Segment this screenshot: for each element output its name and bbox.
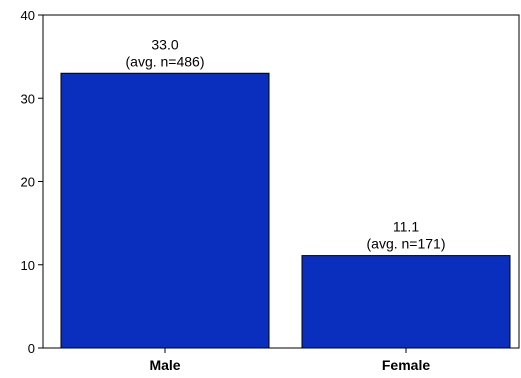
y-tick-label: 0	[28, 341, 35, 356]
y-tick-label: 10	[21, 258, 35, 273]
y-tick-label: 40	[21, 8, 35, 23]
x-category-label: Male	[149, 357, 180, 373]
y-tick-label: 30	[21, 91, 35, 106]
y-tick-label: 20	[21, 175, 35, 190]
x-category-label: Female	[382, 357, 430, 373]
data-labels: 33.0(avg. n=486) 11.1(avg. n=171)	[126, 36, 446, 251]
bar-female	[301, 255, 511, 349]
bar-value-label: 33.0	[151, 36, 178, 52]
y-axis: 0 10 20 30 40	[21, 8, 43, 356]
bar-male	[60, 72, 270, 349]
bars	[60, 72, 511, 349]
bar-annotation-label: (avg. n=486)	[126, 53, 205, 69]
bar-value-label: 11.1	[393, 219, 419, 235]
bar-annotation-label: (avg. n=171)	[367, 236, 446, 252]
x-axis: Male Female	[149, 348, 430, 373]
